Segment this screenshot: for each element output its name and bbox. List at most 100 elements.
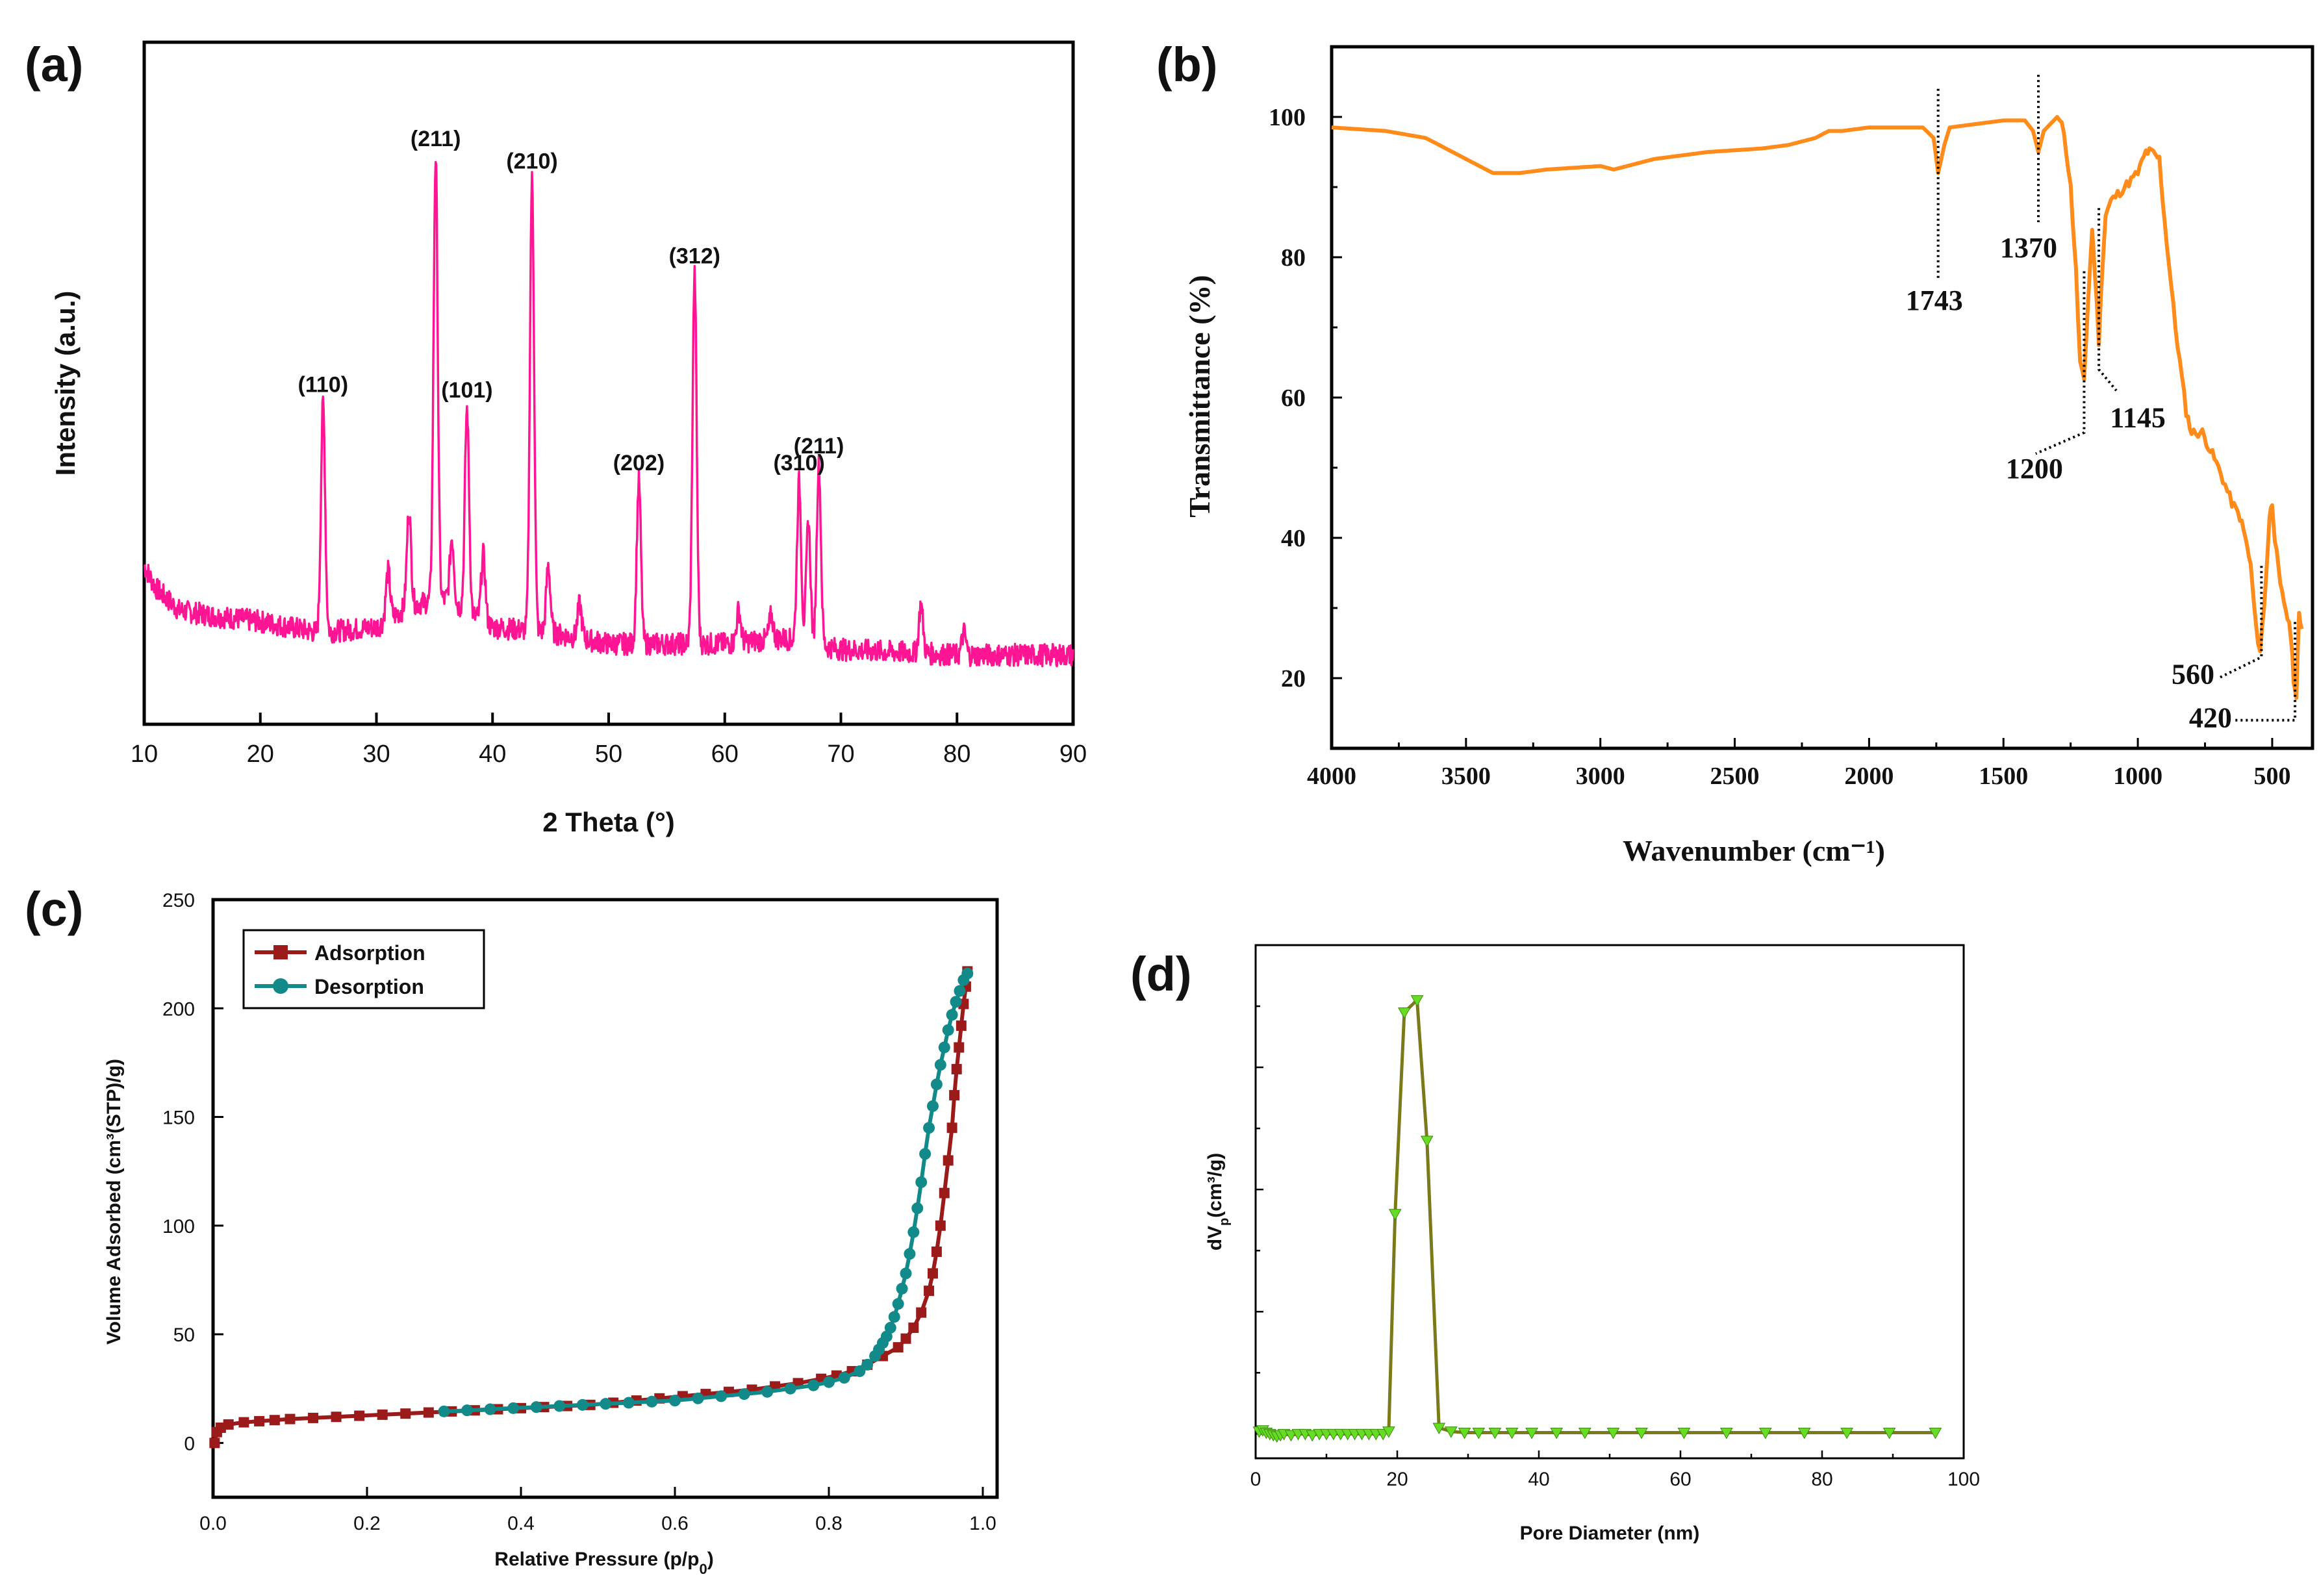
desorption-point <box>854 1365 866 1377</box>
adsorption-point <box>954 1042 965 1053</box>
legend-adsorption-marker <box>273 945 288 959</box>
peak-label: (211) <box>794 434 844 459</box>
adsorption-point <box>354 1410 365 1421</box>
pore-distribution-point <box>1398 1007 1411 1019</box>
desorption-point <box>930 1078 943 1091</box>
x-tick-label: 30 <box>362 741 390 768</box>
x-tick-label: 40 <box>479 741 506 768</box>
pore-distribution-point <box>1797 1428 1811 1439</box>
pore-distribution-point <box>1635 1428 1648 1439</box>
panel-b-y-ticks: 20 40 60 80 100 <box>1269 104 1342 750</box>
adsorption-point <box>377 1409 388 1420</box>
x-tick-label: 3000 <box>1576 763 1625 790</box>
pore-distribution-point <box>1458 1428 1471 1439</box>
pore-distribution-point <box>1578 1428 1591 1439</box>
x-tick-label: 2500 <box>1710 763 1760 790</box>
ftir-spectrum-line <box>1331 115 2304 700</box>
annotation-leader-line <box>2235 622 2297 722</box>
pore-distribution-point <box>1472 1428 1486 1439</box>
adsorption-point <box>223 1419 234 1430</box>
desorption-point <box>934 1059 946 1071</box>
desorption-point <box>438 1405 450 1417</box>
desorption-point <box>553 1400 566 1412</box>
panel-c-y-axis-label: Volume Adsorbed (cm³(STP)/g) <box>103 1059 125 1345</box>
panel-c-x-axis-label-main: Relative Pressure (p/p <box>494 1549 699 1570</box>
pore-distribution-point <box>1382 1426 1395 1438</box>
adsorption-point <box>943 1155 954 1166</box>
panel-a-letter: (a) <box>25 38 83 92</box>
panel-d-y-axis-label-end: (cm³/g) <box>1204 1153 1226 1218</box>
x-tick-label: 40 <box>1528 1469 1549 1490</box>
panel-c-y-ticks: 0 50 100 150 200 250 <box>162 890 223 1454</box>
peak-label: (312) <box>669 244 720 269</box>
desorption-point <box>904 1248 916 1260</box>
x-tick-label: 0.8 <box>815 1513 843 1534</box>
desorption-point <box>692 1392 704 1404</box>
panel-b-y-axis-label: Transmittance (%) <box>1183 275 1216 517</box>
x-tick-label: 0.6 <box>661 1513 689 1534</box>
panel-d-series <box>1252 995 1942 1443</box>
adsorption-point <box>916 1307 927 1318</box>
desorption-point <box>896 1282 908 1295</box>
x-tick-label: 60 <box>711 741 739 768</box>
annotation-label: 1200 <box>2006 453 2063 485</box>
desorption-point <box>669 1395 681 1407</box>
desorption-point <box>530 1401 542 1413</box>
desorption-point <box>915 1176 928 1188</box>
y-tick-label: 80 <box>1281 244 1306 272</box>
adsorption-point <box>285 1413 296 1425</box>
adsorption-point <box>254 1415 265 1426</box>
desorption-point <box>646 1395 658 1408</box>
legend-adsorption-label: Adsorption <box>314 941 425 965</box>
desorption-point <box>861 1358 874 1371</box>
adsorption-point <box>951 1063 962 1074</box>
panel-c-x-axis-label-end: ) <box>707 1549 714 1570</box>
panel-c-x-axis-label: Relative Pressure (p/p0) <box>494 1549 713 1577</box>
legend-desorption-label: Desorption <box>314 975 424 998</box>
x-tick-label: 50 <box>595 741 622 768</box>
panel-d-y-axis-label-sub: p <box>1217 1218 1232 1226</box>
panel-b-band-annotations: 1743 1370 1200 1145 560 420 <box>1906 75 2297 734</box>
x-tick-label: 0 <box>1250 1469 1261 1490</box>
panel-b-letter: (b) <box>1156 38 1218 92</box>
y-tick-label: 100 <box>162 1216 195 1237</box>
pore-distribution-point <box>1929 1428 1942 1439</box>
adsorption-point <box>238 1417 249 1428</box>
pore-distribution-point <box>1882 1428 1896 1439</box>
desorption-point <box>738 1388 750 1400</box>
desorption-point <box>622 1397 635 1409</box>
annotation-label: 1370 <box>2000 232 2057 264</box>
pore-distribution-point <box>1505 1428 1519 1439</box>
panel-c-series <box>209 966 974 1449</box>
desorption-point <box>761 1386 774 1398</box>
peak-label: (211) <box>411 127 461 151</box>
y-tick-label: 250 <box>162 890 195 911</box>
xrd-pattern-line <box>143 160 1074 668</box>
pore-distribution-point <box>1284 1430 1298 1442</box>
adsorption-point <box>400 1408 411 1419</box>
panel-a-x-ticks: 10 20 30 40 50 60 70 80 90 <box>131 713 1087 768</box>
panel-c-legend: Adsorption Desorption <box>242 929 485 1009</box>
pore-distribution-point <box>1606 1428 1620 1439</box>
panel-d-y-axis-label-main: dV <box>1204 1226 1226 1250</box>
adsorption-point <box>935 1220 946 1231</box>
desorption-point <box>838 1372 850 1384</box>
desorption-point <box>957 974 970 986</box>
x-tick-label: 80 <box>1811 1469 1832 1490</box>
panel-c-letter: (c) <box>25 882 83 936</box>
annotation-leader-line <box>2097 208 2118 392</box>
desorption-point <box>900 1267 912 1280</box>
desorption-point <box>823 1376 835 1388</box>
desorption-point <box>892 1298 904 1310</box>
panel-d-y-axis-label: dVp(cm³/g) <box>1204 1153 1232 1251</box>
panel-d-letter: (d) <box>1130 947 1192 1001</box>
x-tick-label: 1500 <box>1979 763 2028 790</box>
x-tick-label: 0.0 <box>199 1513 227 1534</box>
panel-c-x-axis-label-sub: 0 <box>699 1561 707 1577</box>
x-tick-label: 1000 <box>2113 763 2162 790</box>
x-tick-label: 500 <box>2253 763 2290 790</box>
panel-b-x-axis-label: Wavenumber (cm⁻¹) <box>1623 834 1885 867</box>
pore-distribution-point <box>1488 1428 1502 1439</box>
y-tick-label: 100 <box>1269 104 1306 131</box>
panel-c-frame <box>211 898 999 1499</box>
